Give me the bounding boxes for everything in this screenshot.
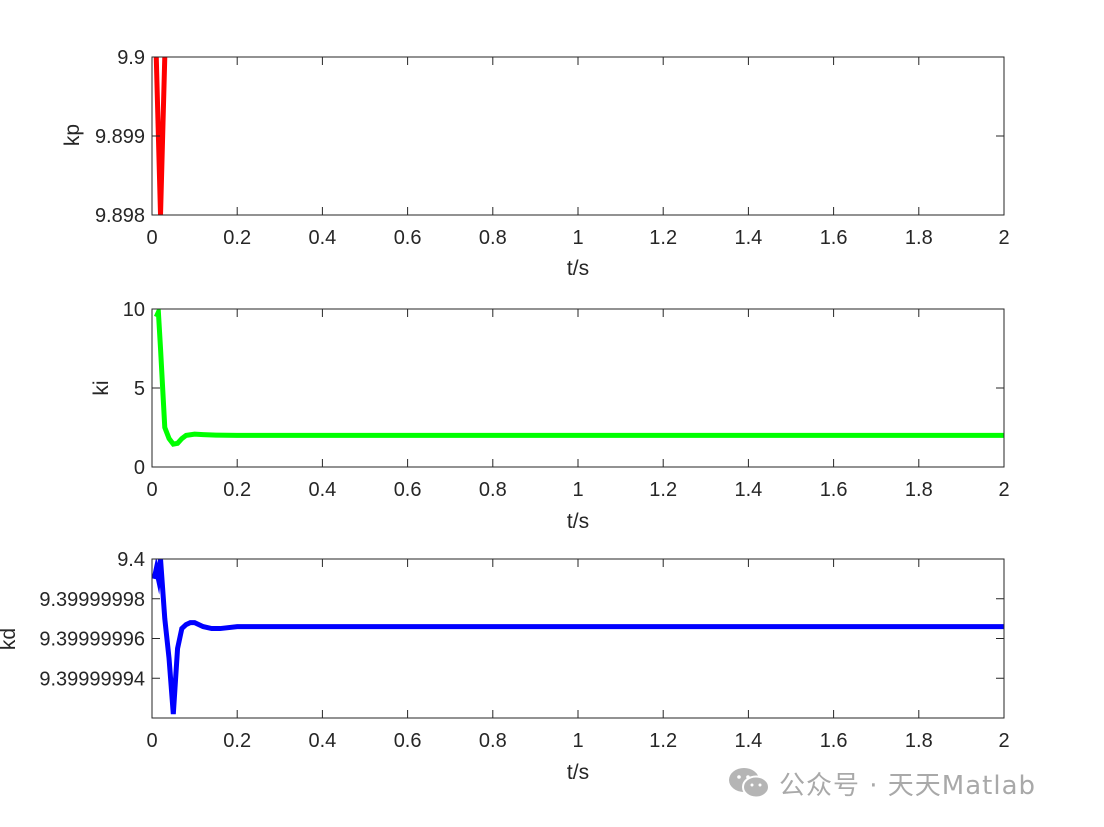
kd-series-line xyxy=(152,559,1004,715)
kd-ytick-label: 9.4 xyxy=(117,549,145,571)
kp-ytick-label: 9.899 xyxy=(95,126,145,148)
watermark: 公众号 · 天天Matlab xyxy=(727,763,1036,803)
ki-ytick-label: 5 xyxy=(134,378,145,400)
kd-xtick-label: 0.4 xyxy=(308,730,336,752)
kd-xtick-label: 1.2 xyxy=(649,730,677,752)
kd-plot-area xyxy=(152,559,1004,718)
ki-subplot: ki t/s 0 0.2 0.4 0.6 0.8 1 1.2 1.4 1.6 1.8 2 0 5 10 xyxy=(90,299,1010,533)
kp-xtick-label: 1.2 xyxy=(649,227,677,249)
kd-xtick-label: 1 xyxy=(572,730,583,752)
kd-xlabel: t/s xyxy=(567,761,589,784)
ki-xtick-label: 0.2 xyxy=(223,479,251,501)
kd-ylabel: kd xyxy=(0,628,20,650)
ki-xtick-label: 2 xyxy=(998,479,1009,501)
kp-xtick-label: 1.8 xyxy=(905,227,933,249)
ki-xtick-label: 1.4 xyxy=(734,479,762,501)
kp-subplot: kp t/s 0 0.2 0.4 0.6 0.8 1 1.2 1.4 1.6 1.8 2 9.898 9… xyxy=(61,47,1010,280)
kp-plot-area xyxy=(152,57,1004,215)
kd-xtick-label: 0.2 xyxy=(223,730,251,752)
kd-ytick-label: 9.39999996 xyxy=(39,629,145,651)
ki-xtick-label: 0.4 xyxy=(308,479,336,501)
kp-xtick-label: 0.2 xyxy=(223,227,251,249)
kp-ytick-label: 9.9 xyxy=(117,47,145,69)
ki-plot-area xyxy=(152,309,1004,467)
kp-xtick-label: 2 xyxy=(998,227,1009,249)
kd-ytick-label: 9.39999998 xyxy=(39,589,145,611)
kd-xtick-label: 1.8 xyxy=(905,730,933,752)
kp-ylabel: kp xyxy=(61,124,84,146)
kd-xtick-label: 0 xyxy=(146,730,157,752)
kd-xtick-label: 1.4 xyxy=(734,730,762,752)
kd-xtick-label: 1.6 xyxy=(820,730,848,752)
ki-xtick-label: 1.6 xyxy=(820,479,848,501)
kd-subplot: kd t/s 0 0.2 0.4 0.6 0.8 1 1.2 1.4 1.6 1.8 2 9.3999… xyxy=(0,549,1010,784)
ki-ytick-label: 0 xyxy=(134,457,145,479)
ki-series-line xyxy=(153,309,1004,447)
kd-xtick-label: 2 xyxy=(998,730,1009,752)
kp-xtick-label: 0 xyxy=(146,227,157,249)
ki-ytick-label: 10 xyxy=(123,299,145,321)
kd-xtick-label: 0.8 xyxy=(479,730,507,752)
ki-xlabel: t/s xyxy=(567,510,589,533)
watermark-text: 公众号 · 天天Matlab xyxy=(779,770,1037,801)
wechat-icon xyxy=(729,768,770,799)
kp-ytick-label: 9.898 xyxy=(95,205,145,227)
ki-xtick-label: 1.2 xyxy=(649,479,677,501)
kp-xtick-label: 0.4 xyxy=(308,227,336,249)
kp-xlabel: t/s xyxy=(567,257,589,280)
kd-ytick-label: 9.39999994 xyxy=(39,668,145,690)
ki-xtick-label: 1 xyxy=(572,479,583,501)
kp-xtick-label: 0.6 xyxy=(394,227,422,249)
ki-xtick-label: 0 xyxy=(146,479,157,501)
ki-xtick-label: 0.8 xyxy=(479,479,507,501)
kp-xtick-label: 1.6 xyxy=(820,227,848,249)
kp-xtick-label: 0.8 xyxy=(479,227,507,249)
ki-xtick-label: 0.6 xyxy=(394,479,422,501)
kp-xtick-label: 1.4 xyxy=(734,227,762,249)
ki-ylabel: ki xyxy=(90,380,113,395)
ki-xtick-label: 1.8 xyxy=(905,479,933,501)
kd-xtick-label: 0.6 xyxy=(394,730,422,752)
kp-xtick-label: 1 xyxy=(572,227,583,249)
